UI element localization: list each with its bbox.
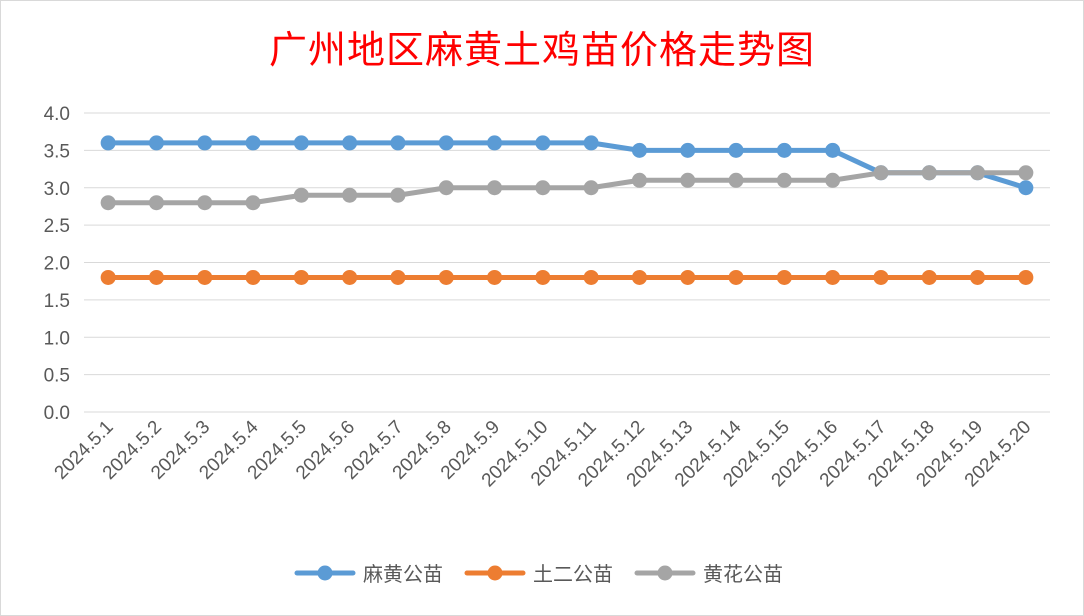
- series-2-point-15: [825, 172, 841, 188]
- series-2-point-11: [631, 172, 647, 188]
- series-0-point-6: [390, 135, 406, 151]
- series-1-point-19: [1018, 269, 1034, 285]
- series-1-point-5: [342, 269, 358, 285]
- y-tick-label-0: 0.0: [44, 403, 70, 424]
- series-2-point-3: [245, 195, 261, 211]
- series-1-point-16: [873, 269, 889, 285]
- series-line-2: [105, 170, 1029, 206]
- series-1-point-18: [970, 269, 986, 285]
- series-2-point-18: [970, 165, 986, 181]
- series-1-point-4: [293, 269, 309, 285]
- series-2-point-4: [293, 187, 309, 203]
- series-1-point-2: [197, 269, 213, 285]
- series-0-point-11: [631, 142, 647, 158]
- series-0-point-8: [487, 135, 503, 151]
- series-2-point-17: [921, 165, 937, 181]
- series-2-point-14: [776, 172, 792, 188]
- legend-label-2: 黄花公苗: [703, 562, 783, 586]
- series-2-point-10: [583, 180, 599, 196]
- series-0-point-5: [342, 135, 358, 151]
- series-1-point-6: [390, 269, 406, 285]
- series-0-point-4: [293, 135, 309, 151]
- series-1-point-7: [438, 269, 454, 285]
- series-2-point-1: [148, 195, 164, 211]
- legend-marker-2: [657, 565, 673, 581]
- legend-label-0: 麻黄公苗: [363, 562, 443, 586]
- series-1-point-12: [680, 269, 696, 285]
- series-1-point-0: [100, 269, 116, 285]
- y-tick-label-3: 1.5: [44, 291, 70, 312]
- y-tick-label-8: 4.0: [44, 104, 70, 125]
- series-0-point-9: [535, 135, 551, 151]
- series-1-point-11: [631, 269, 647, 285]
- series-1-point-8: [487, 269, 503, 285]
- y-tick-label-6: 3.0: [44, 179, 70, 200]
- legend-label-1: 土二公苗: [533, 562, 613, 586]
- series-1-point-3: [245, 269, 261, 285]
- series-line-0: [105, 140, 1029, 191]
- y-tick-label-4: 2.0: [44, 254, 70, 275]
- series-2-point-6: [390, 187, 406, 203]
- y-tick-label-7: 3.5: [44, 141, 70, 162]
- series-0-point-2: [197, 135, 213, 151]
- series-1-point-17: [921, 269, 937, 285]
- series-2-point-9: [535, 180, 551, 196]
- series-0-point-13: [728, 142, 744, 158]
- series-1-point-10: [583, 269, 599, 285]
- series-0-point-12: [680, 142, 696, 158]
- series-0-point-14: [776, 142, 792, 158]
- series-2-point-16: [873, 165, 889, 181]
- series-0-point-19: [1018, 180, 1034, 196]
- series-2-point-12: [680, 172, 696, 188]
- series-2-point-5: [342, 187, 358, 203]
- series-1-point-13: [728, 269, 744, 285]
- series-0-point-7: [438, 135, 454, 151]
- series-0-point-3: [245, 135, 261, 151]
- series-1-point-9: [535, 269, 551, 285]
- series-1-point-14: [776, 269, 792, 285]
- series-2-point-0: [100, 195, 116, 211]
- series-2-point-2: [197, 195, 213, 211]
- series-2-point-13: [728, 172, 744, 188]
- series-1-point-15: [825, 269, 841, 285]
- y-tick-label-1: 0.5: [44, 366, 70, 387]
- y-tick-label-5: 2.5: [44, 216, 70, 237]
- legend-marker-0: [317, 565, 333, 581]
- series-0-point-1: [148, 135, 164, 151]
- series-0-point-15: [825, 142, 841, 158]
- series-2-point-19: [1018, 165, 1034, 181]
- series-1-point-1: [148, 269, 164, 285]
- chart-title: 广州地区麻黄土鸡苗价格走势图: [268, 28, 815, 72]
- series-0-point-0: [100, 135, 116, 151]
- series-2-point-7: [438, 180, 454, 196]
- series-2-point-8: [487, 180, 503, 196]
- legend-marker-1: [487, 565, 503, 581]
- y-tick-label-2: 1.0: [44, 328, 70, 349]
- series-0-point-10: [583, 135, 599, 151]
